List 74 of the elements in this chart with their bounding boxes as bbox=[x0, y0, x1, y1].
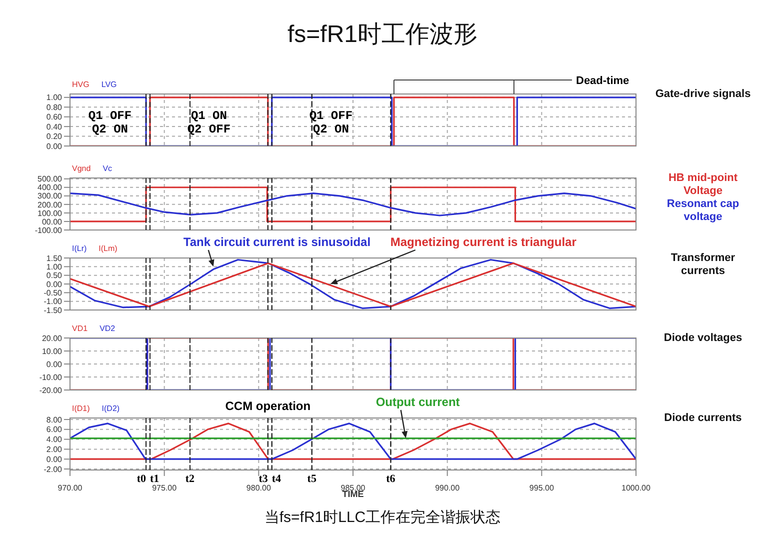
y-tick-label: 1.00 bbox=[46, 93, 63, 102]
y-axis-title: Transformer currents bbox=[670, 252, 736, 278]
x-tick-label: 995.00 bbox=[529, 484, 554, 493]
ref-line-label: t5 bbox=[307, 473, 317, 485]
y-axis-title: Diode currents bbox=[663, 412, 743, 425]
ref-line-label: t2 bbox=[185, 473, 196, 485]
ref-line-label: t6 bbox=[386, 473, 396, 485]
x-tick-label: 980.00 bbox=[246, 484, 272, 493]
y-tick-label: 0.20 bbox=[46, 132, 63, 142]
text: I(D1) bbox=[72, 404, 90, 413]
y-tick-label: 0.60 bbox=[46, 112, 63, 122]
y-tick-label: 0.40 bbox=[46, 122, 63, 132]
y-axis-title: HB mid-point Voltage bbox=[667, 172, 739, 198]
y-tick-label: 300.00 bbox=[38, 192, 63, 201]
annotation: Q2 ON bbox=[92, 122, 128, 137]
x-tick-label: 975.00 bbox=[152, 484, 178, 493]
y-axis-title: Gate-drive signals bbox=[654, 88, 752, 101]
text: I(Lr) bbox=[72, 244, 87, 253]
text: HVG bbox=[72, 80, 90, 89]
annotation: Output current bbox=[376, 395, 460, 409]
x-axis-title: TIME bbox=[342, 489, 364, 499]
y-tick-label: 400.00 bbox=[38, 183, 63, 192]
y-tick-label: 10.00 bbox=[42, 346, 63, 356]
text: 当fs=fR1时LLC工作在完全谐振状态 bbox=[263, 508, 502, 527]
x-tick-label: 990.00 bbox=[435, 484, 460, 493]
y2-axis-title: Resonant cap voltage bbox=[666, 198, 740, 224]
ref-line-label: t4 bbox=[272, 473, 282, 485]
y-tick-label: -10.00 bbox=[39, 372, 63, 382]
y-tick-label: 0.80 bbox=[46, 102, 63, 112]
text: CCM operation bbox=[225, 399, 311, 413]
series-label: VD2 bbox=[100, 324, 116, 333]
y-tick-label: 4.00 bbox=[46, 435, 63, 444]
y-tick-label: 20.00 bbox=[42, 334, 63, 343]
annotation: Q1 ON bbox=[190, 109, 227, 124]
chart-title: fs=fR1时工作波形 bbox=[286, 20, 479, 50]
y-tick-label: -2.00 bbox=[44, 464, 63, 474]
annotation: Q2 OFF bbox=[187, 122, 231, 137]
y-tick-label: 1.50 bbox=[46, 254, 63, 263]
annotation: Q1 OFF bbox=[309, 109, 353, 124]
y-tick-label: 6.00 bbox=[46, 425, 63, 434]
annotation: Q1 OFF bbox=[88, 109, 132, 124]
y-tick-label: -100.00 bbox=[34, 226, 63, 235]
y-tick-label: -20.00 bbox=[39, 386, 63, 395]
text: Dead-time bbox=[576, 75, 630, 87]
y-tick-label: 1.00 bbox=[46, 262, 63, 272]
y-tick-label: -0.50 bbox=[44, 288, 63, 298]
x-tick-label: 970.00 bbox=[58, 484, 83, 493]
y-tick-label: 500.00 bbox=[38, 174, 63, 184]
text: VD1 bbox=[72, 324, 88, 333]
text: Vgnd bbox=[72, 164, 91, 173]
x-tick-label: 1000.00 bbox=[622, 484, 652, 493]
y-tick-label: 0.00 bbox=[46, 280, 63, 289]
ref-line-label: t1 bbox=[150, 473, 160, 485]
annotation: Q2 ON bbox=[312, 122, 349, 137]
y-tick-label: 0.50 bbox=[46, 271, 63, 280]
y-axis-title: Diode voltages bbox=[662, 332, 744, 345]
ref-line-label: t3 bbox=[258, 473, 268, 485]
y-tick-label: 0.00 bbox=[46, 454, 63, 464]
y-tick-label: 8.00 bbox=[46, 415, 63, 424]
annotation: Magnetizing current is triangular bbox=[390, 235, 577, 249]
series-label: I(D2) bbox=[102, 404, 120, 413]
y-tick-label: 200.00 bbox=[38, 200, 63, 210]
y-tick-label: -1.00 bbox=[44, 297, 63, 306]
y-tick-label: 100.00 bbox=[38, 208, 63, 218]
y-tick-label: 2.00 bbox=[46, 445, 63, 454]
y-tick-label: -1.50 bbox=[44, 306, 63, 315]
text: Vc bbox=[102, 164, 112, 173]
series-label: LVG bbox=[101, 80, 117, 89]
y-tick-label: 0.00 bbox=[46, 360, 63, 369]
text: I(Lm) bbox=[98, 244, 118, 253]
y-tick-label: 00.00 bbox=[42, 217, 63, 226]
annotation: Tank circuit current is sinusoidal bbox=[183, 235, 371, 249]
ref-line-label: t0 bbox=[136, 473, 147, 485]
y-tick-label: 0.00 bbox=[46, 142, 63, 151]
